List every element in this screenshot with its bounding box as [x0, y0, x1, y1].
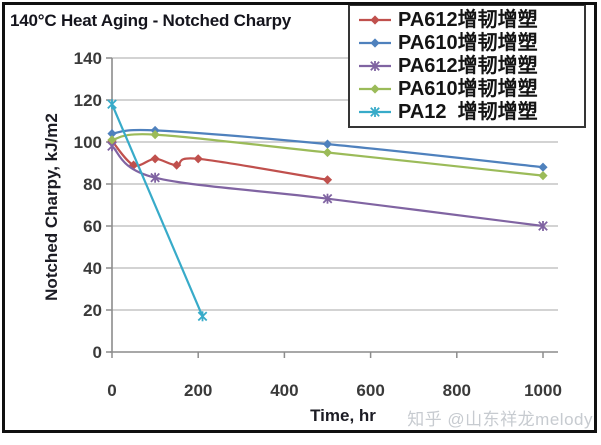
data-point-marker [322, 175, 333, 185]
y-tick-label: 80 [83, 175, 102, 194]
legend-item: PA610增韧增塑 [358, 78, 584, 100]
legend-marker-shape [370, 38, 380, 48]
x-tick-label: 400 [270, 381, 298, 400]
series-line [110, 145, 545, 228]
marker-stroke [322, 193, 333, 204]
watermark: 知乎 @山东祥龙melody [407, 410, 593, 429]
legend-item: PA12 增韧增塑 [358, 101, 584, 123]
legend-label: PA12 增韧增塑 [398, 101, 538, 123]
legend-marker [359, 84, 391, 94]
data-point-marker [197, 311, 208, 322]
data-point-marker [193, 154, 203, 164]
legend-label: PA612增韧增塑 [398, 55, 538, 77]
data-point-marker [150, 172, 160, 183]
marker-stroke [197, 311, 208, 322]
y-tick-label: 40 [83, 259, 102, 278]
legend-item: PA610增韧增塑 [358, 32, 584, 54]
series-3 [107, 130, 548, 181]
series-0 [107, 136, 333, 185]
marker-stroke [107, 141, 117, 152]
legend-marker-shape [370, 84, 380, 94]
data-point-marker [150, 130, 160, 140]
data-point-marker [322, 147, 333, 158]
legend-item: PA612增韧增塑 [358, 55, 584, 77]
data-point-marker [150, 154, 160, 164]
marker-stroke [370, 107, 380, 117]
series-line [110, 103, 204, 318]
legend-label: PA610增韧增塑 [398, 32, 538, 54]
series-line [110, 133, 545, 177]
marker-stroke [150, 172, 160, 183]
legend-item: PA612增韧增塑 [358, 9, 584, 31]
x-tick-label: 600 [356, 381, 384, 400]
x-tick-label: 0 [107, 381, 116, 400]
chart-title: 140°C Heat Aging - Notched Charpy [10, 11, 292, 30]
data-point-marker [538, 221, 548, 231]
y-tick-label: 100 [74, 133, 102, 152]
marker-stroke [538, 221, 548, 231]
y-axis-title: Notched Charpy, kJ/m2 [42, 113, 61, 301]
legend-label: PA612增韧增塑 [398, 9, 538, 31]
y-tick-label: 60 [83, 217, 102, 236]
y-tick-label: 120 [74, 91, 102, 110]
legend-marker [359, 107, 391, 117]
data-point-marker [322, 193, 333, 204]
series-line [110, 128, 545, 169]
series-2 [107, 141, 548, 231]
data-point-marker [172, 160, 182, 170]
y-tick-label: 140 [74, 49, 102, 68]
legend-marker [359, 38, 391, 48]
data-point-marker [538, 171, 548, 181]
y-tick-label: 20 [83, 301, 102, 320]
x-tick-label: 1000 [524, 381, 562, 400]
chart-legend: PA612增韧增塑 PA610增韧增塑 PA612增韧增塑 PA610增韧增塑 PA12… [348, 4, 586, 128]
x-tick-label: 200 [184, 381, 212, 400]
marker-stroke [107, 99, 117, 110]
legend-marker [359, 15, 391, 25]
series-1 [107, 125, 548, 172]
data-point-marker [107, 135, 117, 145]
x-tick-label: 800 [443, 381, 471, 400]
series-4 [107, 99, 208, 322]
legend-marker-shape [370, 15, 380, 25]
legend-label: PA610增韧增塑 [398, 78, 538, 100]
x-axis-title: Time, hr [310, 406, 376, 425]
data-point-marker [107, 99, 117, 110]
legend-marker [359, 61, 391, 71]
y-tick-label: 0 [93, 343, 102, 362]
data-point-marker [107, 129, 117, 139]
data-point-marker [538, 162, 548, 172]
data-point-marker [322, 139, 333, 149]
marker-stroke [370, 61, 380, 71]
